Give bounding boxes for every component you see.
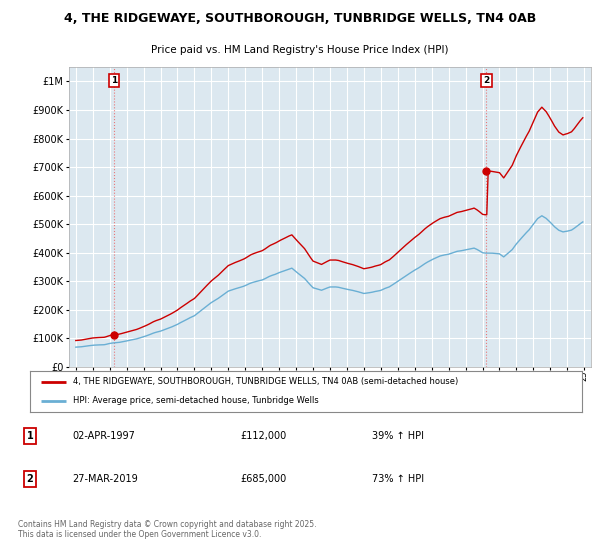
Text: Price paid vs. HM Land Registry's House Price Index (HPI): Price paid vs. HM Land Registry's House … (151, 45, 449, 55)
Text: 4, THE RIDGEWAYE, SOUTHBOROUGH, TUNBRIDGE WELLS, TN4 0AB (semi-detached house): 4, THE RIDGEWAYE, SOUTHBOROUGH, TUNBRIDG… (73, 377, 458, 386)
Text: 39% ↑ HPI: 39% ↑ HPI (372, 431, 424, 441)
Text: HPI: Average price, semi-detached house, Tunbridge Wells: HPI: Average price, semi-detached house,… (73, 396, 319, 405)
Text: 2: 2 (484, 76, 490, 85)
Text: £685,000: £685,000 (240, 474, 286, 484)
Text: Contains HM Land Registry data © Crown copyright and database right 2025.
This d: Contains HM Land Registry data © Crown c… (18, 520, 317, 539)
Text: 27-MAR-2019: 27-MAR-2019 (72, 474, 138, 484)
Text: £112,000: £112,000 (240, 431, 286, 441)
Text: 1: 1 (26, 431, 34, 441)
Text: 1: 1 (111, 76, 117, 85)
Text: 2: 2 (26, 474, 34, 484)
Text: 02-APR-1997: 02-APR-1997 (72, 431, 135, 441)
Text: 4, THE RIDGEWAYE, SOUTHBOROUGH, TUNBRIDGE WELLS, TN4 0AB: 4, THE RIDGEWAYE, SOUTHBOROUGH, TUNBRIDG… (64, 12, 536, 25)
Text: 73% ↑ HPI: 73% ↑ HPI (372, 474, 424, 484)
